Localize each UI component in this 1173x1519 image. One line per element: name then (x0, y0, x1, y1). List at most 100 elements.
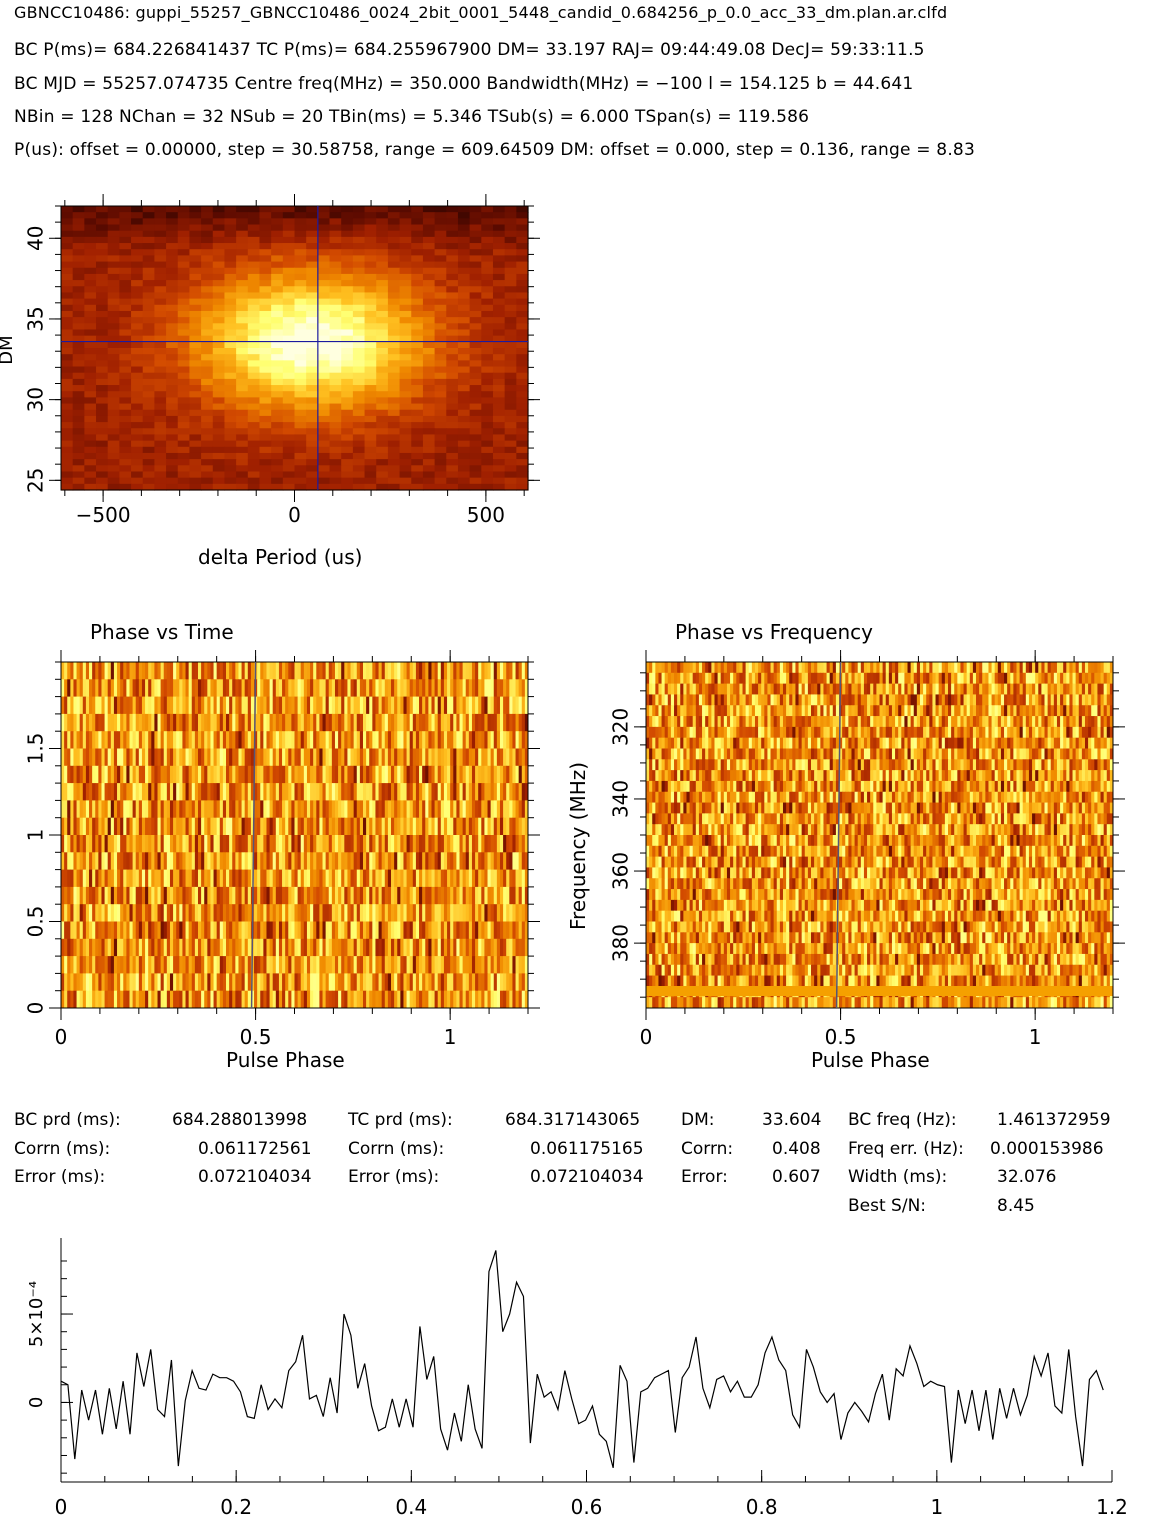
dm-heatmap-cell (306, 428, 319, 436)
phase-time-cell (210, 869, 215, 888)
dm-heatmap-cell (422, 366, 436, 374)
phase-time-cell (229, 852, 233, 871)
phase-time-cell (331, 835, 336, 853)
dm-heatmap-cell (177, 409, 191, 417)
phase-time-cell (478, 817, 482, 836)
phase-time-cell (92, 921, 96, 940)
phase-time-cell (64, 956, 68, 974)
phase-time-cell (481, 748, 485, 767)
phase-time-cell (496, 869, 501, 888)
dm-heatmap-cell (317, 255, 331, 263)
phase-time-cell (434, 748, 439, 767)
dm-heatmap-cell (399, 310, 412, 318)
phase-time-cell (73, 748, 78, 767)
phase-time-cell (61, 921, 65, 940)
phase-time-cell (291, 679, 295, 698)
phase-time-cell (110, 886, 115, 905)
dm-heatmap-cell (387, 471, 401, 479)
phase-time-cell (219, 800, 224, 819)
dm-heatmap-cell (61, 206, 74, 213)
phase-time-cell (222, 852, 227, 871)
dm-heatmap-cell (107, 403, 120, 411)
phase-time-cell (456, 817, 461, 836)
phase-time-cell (437, 852, 442, 871)
dm-heatmap-cell (247, 304, 261, 312)
phase-time-cell (89, 800, 93, 819)
phase-time-cell (384, 956, 389, 974)
dm-heatmap-cell (516, 446, 529, 454)
phase-time-cell (422, 886, 426, 905)
phase-time-cell (92, 662, 96, 680)
dm-heatmap-cell (434, 372, 447, 380)
phase-time-cell (512, 886, 517, 905)
dm-heatmap-cell (504, 310, 517, 318)
phase-time-cell (471, 973, 476, 992)
phase-time-cell (403, 956, 408, 974)
phase-time-cell (204, 956, 208, 974)
phase-time-cell (210, 800, 215, 819)
phase-time-cell (247, 679, 252, 698)
phase-time-cell (422, 852, 426, 871)
phase-time-cell (303, 852, 308, 871)
phase-time-cell (216, 869, 221, 888)
phase-time-cell (82, 713, 87, 732)
phase-time-cell (509, 973, 513, 992)
dm-heatmap-cell (317, 310, 331, 318)
dm-heatmap-cell (72, 304, 85, 312)
dm-heatmap-cell (166, 372, 179, 380)
phase-time-cell (381, 731, 386, 749)
phase-time-cell (288, 835, 292, 853)
dm-heatmap-cell (481, 428, 494, 436)
phase-time-cell (468, 817, 473, 836)
phase-time-cell (229, 886, 233, 905)
phase-time-cell (138, 696, 143, 715)
dm-heatmap-cell (399, 341, 412, 349)
phase-time-cell (468, 835, 473, 853)
phase-time-cell (110, 973, 115, 992)
phase-time-cell (163, 869, 168, 888)
phase-time-cell (415, 904, 420, 922)
phase-time-cell (104, 696, 109, 715)
phase-time-cell (272, 852, 277, 871)
phase-time-cell (468, 800, 473, 819)
dm-heatmap-cell (364, 415, 377, 423)
dm-heatmap-cell (457, 483, 471, 491)
phase-time-cell (372, 713, 376, 732)
dm-heatmap-cell (446, 230, 459, 238)
phase-time-cell (319, 990, 324, 1009)
phase-time-cell (257, 904, 261, 922)
phase-time-cell (98, 817, 102, 836)
phase-time-cell (294, 921, 299, 940)
dm-heatmap-cell (376, 385, 389, 392)
phase-time-cell (478, 938, 482, 957)
dm-heatmap-cell (516, 292, 529, 300)
phase-time-cell (490, 817, 495, 836)
phase-time-cell (169, 938, 174, 957)
phase-time-cell (384, 800, 389, 819)
phase-time-cell (70, 713, 74, 732)
phase-time-cell (123, 852, 127, 871)
dm-heatmap-cell (434, 477, 447, 485)
phase-time-cell (244, 956, 249, 974)
phase-time-cell (406, 869, 411, 888)
dm-heatmap-cell (96, 415, 109, 423)
phase-time-cell (347, 956, 352, 974)
phase-time-cell (89, 679, 93, 698)
phase-time-cell (369, 713, 373, 732)
dm-heatmap-cell (107, 477, 120, 485)
dm-heatmap-cell (131, 422, 144, 429)
dm-heatmap-cell (72, 465, 85, 473)
dm-heatmap-cell (516, 378, 529, 386)
phase-time-cell (422, 800, 426, 819)
phase-time-cell (456, 800, 461, 819)
dm-heatmap-cell (201, 415, 214, 423)
dm-heatmap-cell (317, 304, 331, 312)
dm-heatmap-cell (224, 471, 237, 479)
phase-time-cell (447, 852, 451, 871)
phase-time-cell (378, 713, 383, 732)
phase-time-cell (79, 852, 84, 871)
phase-time-cell (496, 662, 501, 680)
phase-time-cell (95, 679, 99, 698)
phase-time-cell (260, 662, 264, 680)
phase-time-cell (182, 990, 187, 1009)
